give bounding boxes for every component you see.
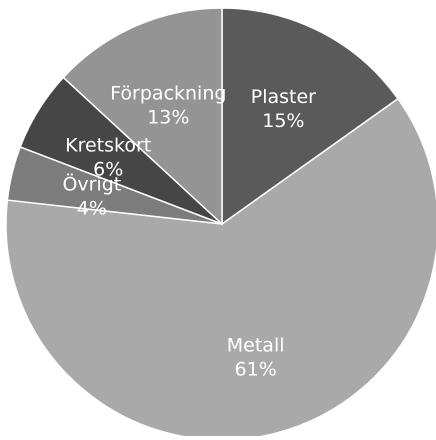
pie-label-percent: 15% (262, 110, 304, 132)
pie-slice-forpackning (62, 7, 223, 226)
pie-label-percent: 61% (235, 359, 277, 381)
pie-label-name: Förpackning (110, 82, 226, 104)
pie-label-metall: Metall 61% (227, 335, 285, 381)
pie-slices (5, 7, 436, 440)
pie-labels: Plaster 15%Metall 61%Övrigt 4%Kretskort 6%Fö… (62, 82, 316, 380)
pie-label-name: Plaster (251, 86, 316, 108)
pie-slice-metall (5, 97, 436, 440)
pie-label-name: Övrigt (62, 172, 121, 195)
pie-label-percent: 4% (77, 197, 107, 219)
pie-label-name: Metall (227, 335, 285, 357)
pie-label-percent: 6% (93, 158, 123, 180)
pie-label-name: Kretskort (65, 134, 151, 156)
pie-label-forpackning: Förpackning 13% (110, 82, 226, 128)
pie-label-kretskort: Kretskort 6% (65, 134, 151, 180)
pie-slice-plaster (221, 7, 399, 226)
pie-label-ovrigt: Övrigt 4% (62, 172, 121, 219)
pie-label-percent: 13% (147, 106, 189, 128)
pie-label-plaster: Plaster 15% (251, 86, 316, 132)
